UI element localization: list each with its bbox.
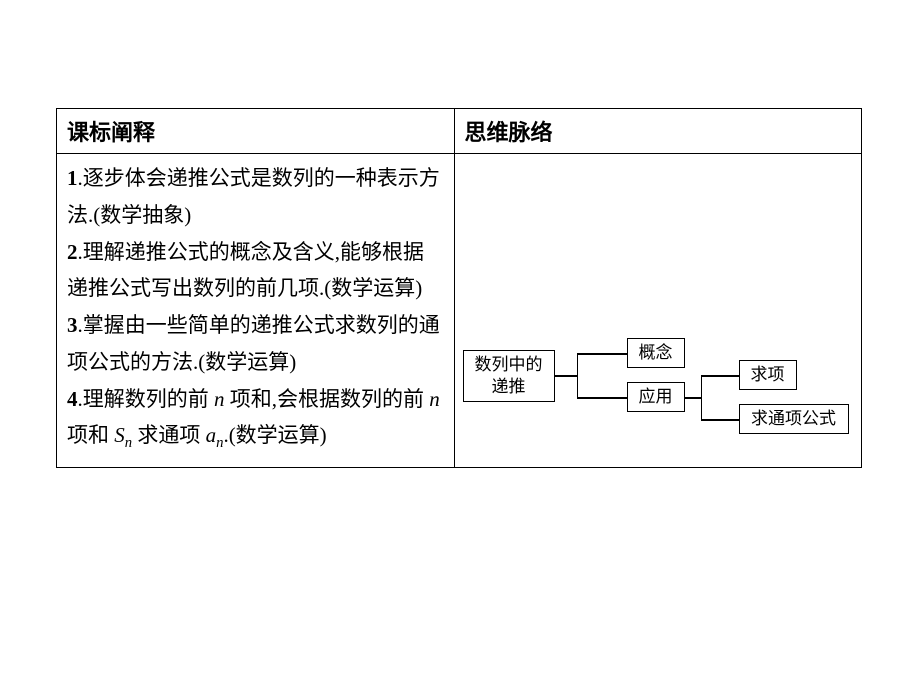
obj4-tail: .(数学运算) bbox=[223, 423, 326, 447]
header-right: 思维脉络 bbox=[454, 109, 862, 154]
obj-text-1: .逐步体会递推公式是数列的一种表示方法.(数学抽象) bbox=[67, 166, 440, 227]
objectives-cell: 1.逐步体会递推公式是数列的一种表示方法.(数学抽象) 2.理解递推公式的概念及… bbox=[57, 154, 455, 468]
obj-num-2: 2 bbox=[67, 240, 78, 264]
body-row: 1.逐步体会递推公式是数列的一种表示方法.(数学抽象) 2.理解递推公式的概念及… bbox=[57, 154, 862, 468]
edge bbox=[685, 397, 701, 399]
objective-4: 4.理解数列的前 n 项和,会根据数列的前 n 项和 Sn 求通项 an.(数学… bbox=[67, 381, 444, 458]
obj4-n2: n bbox=[429, 387, 440, 411]
node-root: 数列中的 递推 bbox=[463, 350, 555, 402]
obj-num-4: 4 bbox=[67, 387, 78, 411]
obj4-mid3: 求通项 bbox=[132, 423, 206, 447]
obj4-mid1: 项和,会根据数列的前 bbox=[225, 387, 430, 411]
main-table: 课标阐释 思维脉络 1.逐步体会递推公式是数列的一种表示方法.(数学抽象) 2.… bbox=[56, 108, 862, 468]
obj4-S: S bbox=[114, 423, 125, 447]
node-apply: 应用 bbox=[627, 382, 685, 412]
edge bbox=[555, 375, 577, 377]
obj-num-1: 1 bbox=[67, 166, 78, 190]
node-formula: 求通项公式 bbox=[739, 404, 849, 434]
objective-3: 3.掌握由一些简单的递推公式求数列的通项公式的方法.(数学运算) bbox=[67, 307, 444, 381]
objective-1: 1.逐步体会递推公式是数列的一种表示方法.(数学抽象) bbox=[67, 160, 444, 234]
edge bbox=[577, 353, 579, 397]
edge bbox=[577, 353, 627, 355]
obj-text-3: .掌握由一些简单的递推公式求数列的通项公式的方法.(数学运算) bbox=[67, 313, 440, 374]
edge bbox=[701, 375, 703, 419]
objective-2: 2.理解递推公式的概念及含义,能够根据递推公式写出数列的前几项.(数学运算) bbox=[67, 234, 444, 308]
obj4-mid2: 项和 bbox=[67, 423, 114, 447]
diagram-cell: 数列中的 递推 概念 应用 求项 求通项公式 bbox=[454, 154, 862, 468]
edge bbox=[701, 375, 739, 377]
node-item: 求项 bbox=[739, 360, 797, 390]
obj4-n1: n bbox=[214, 387, 225, 411]
edge bbox=[577, 397, 627, 399]
obj-text-2: .理解递推公式的概念及含义,能够根据递推公式写出数列的前几项.(数学运算) bbox=[67, 240, 424, 301]
obj4-Ssub: n bbox=[125, 435, 132, 451]
header-left: 课标阐释 bbox=[57, 109, 455, 154]
obj4-pre: .理解数列的前 bbox=[78, 387, 215, 411]
edge bbox=[701, 419, 739, 421]
obj-num-3: 3 bbox=[67, 313, 78, 337]
obj4-a: a bbox=[206, 423, 217, 447]
concept-map: 数列中的 递推 概念 应用 求项 求通项公式 bbox=[459, 320, 857, 440]
node-concept: 概念 bbox=[627, 338, 685, 368]
header-row: 课标阐释 思维脉络 bbox=[57, 109, 862, 154]
